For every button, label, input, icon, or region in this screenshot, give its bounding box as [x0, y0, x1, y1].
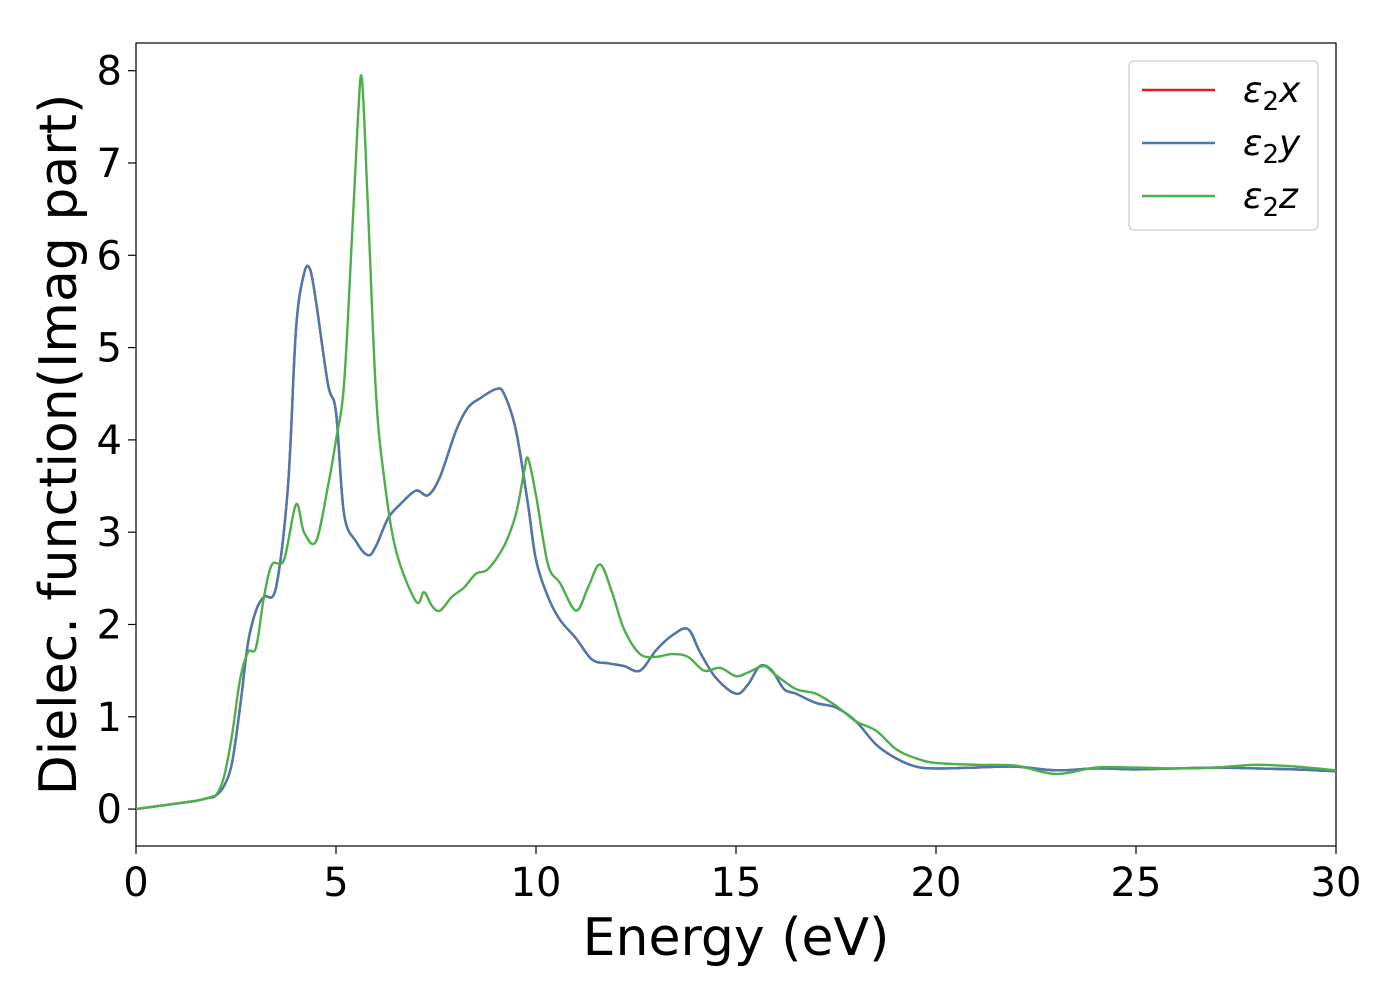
- series-line-z: [135, 74, 1337, 811]
- y-tick-label: 5: [97, 326, 122, 372]
- x-tick-label: 25: [1111, 860, 1162, 906]
- y-axis-label: Dielec. function(Imag part): [29, 94, 89, 796]
- x-axis-label: Energy (eV): [583, 908, 890, 968]
- series-line-y: [135, 264, 1337, 811]
- y-tick-label: 0: [97, 787, 122, 833]
- legend-label-y: ε2y: [1243, 123, 1301, 170]
- y-tick-label: 7: [97, 141, 122, 187]
- y-tick-label: 3: [97, 510, 122, 556]
- legend: ε2x ε2y ε2z: [1128, 60, 1319, 231]
- plot-area: 0 5 10 15 20 25 30 0 1 2 3 4 5 6 7 8: [97, 42, 1361, 906]
- x-tick-label: 15: [711, 860, 762, 906]
- x-tick-label: 30: [1311, 860, 1362, 906]
- series-line-x: [135, 264, 1337, 811]
- y-tick-label: 6: [97, 233, 122, 279]
- y-tick-label: 4: [97, 418, 122, 464]
- legend-box: [1128, 60, 1319, 231]
- x-axis-ticks: 0 5 10 15 20 25 30: [123, 846, 1361, 906]
- x-tick-label: 20: [911, 860, 962, 906]
- series-lines: [135, 74, 1337, 811]
- y-tick-label: 2: [97, 602, 122, 648]
- y-axis-ticks: 0 1 2 3 4 5 6 7 8: [97, 49, 136, 833]
- legend-label-z: ε2z: [1243, 176, 1299, 223]
- legend-label-x: ε2x: [1243, 70, 1301, 117]
- x-tick-label: 5: [323, 860, 348, 906]
- x-tick-label: 10: [511, 860, 562, 906]
- x-tick-label: 0: [123, 860, 148, 906]
- y-tick-label: 8: [97, 49, 122, 95]
- y-tick-label: 1: [97, 695, 122, 741]
